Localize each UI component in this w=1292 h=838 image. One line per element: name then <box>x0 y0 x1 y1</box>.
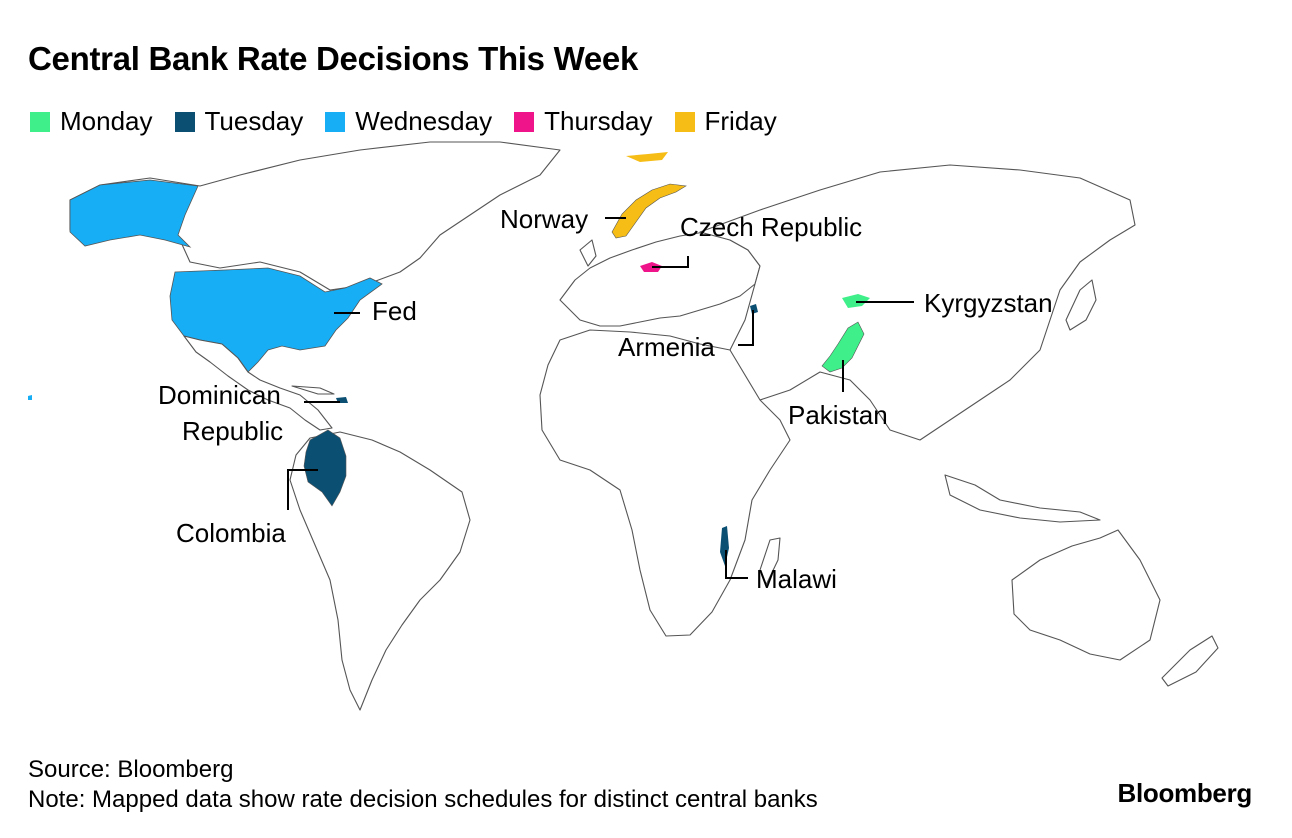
leader-czech <box>652 256 689 268</box>
label-dominican-line1: Dominican <box>158 380 281 410</box>
legend-item-wednesday: Wednesday <box>325 106 492 137</box>
legend-swatch-thursday <box>514 111 535 132</box>
legend-label-thursday: Thursday <box>544 106 653 136</box>
chart-title: Central Bank Rate Decisions This Week <box>28 40 639 77</box>
continents <box>28 141 1219 711</box>
country-labels: Norway Czech Republic Fed Kyrgyzstan Arm… <box>158 204 1053 594</box>
label-malawi: Malawi <box>756 564 837 594</box>
japan-land <box>1065 279 1097 331</box>
label-dominican-line2: Republic <box>182 416 283 446</box>
legend-item-friday: Friday <box>674 106 777 137</box>
africa-land <box>539 329 791 637</box>
source-text: Source: Bloomberg <box>28 756 234 783</box>
colombia-shape <box>303 429 347 507</box>
new-zealand-land <box>1161 635 1219 687</box>
leader-lines <box>287 217 914 579</box>
world-map: Norway Czech Republic Fed Kyrgyzstan Arm… <box>28 141 1219 711</box>
leader-malawi <box>725 550 748 579</box>
indonesia-land <box>944 474 1101 523</box>
label-czech-republic: Czech Republic <box>680 212 862 242</box>
legend: Monday Tuesday Wednesday Thursday Friday <box>30 106 799 137</box>
australia-land <box>1011 529 1161 661</box>
cuba-land <box>291 385 335 395</box>
legend-label-tuesday: Tuesday <box>204 106 304 136</box>
label-kyrgyzstan: Kyrgyzstan <box>924 288 1053 318</box>
label-fed: Fed <box>372 296 417 326</box>
norway-shape <box>611 183 687 239</box>
usa-alaska-shape <box>69 179 199 248</box>
czech-republic-shape <box>640 262 662 272</box>
uk-land <box>579 239 597 267</box>
legend-swatch-tuesday <box>174 111 195 132</box>
label-norway: Norway <box>500 204 588 234</box>
legend-item-thursday: Thursday <box>514 106 653 137</box>
asia-land <box>699 164 1136 441</box>
legend-item-tuesday: Tuesday <box>174 106 304 137</box>
svalbard-shape <box>626 152 668 162</box>
label-colombia: Colombia <box>176 518 286 548</box>
legend-swatch-monday <box>30 111 50 132</box>
leader-armenia <box>738 310 754 346</box>
legend-swatch-wednesday <box>325 111 346 132</box>
mexico-land <box>183 335 333 431</box>
legend-label-friday: Friday <box>704 106 777 136</box>
legend-item-monday: Monday <box>30 106 153 137</box>
hawaii-shape <box>28 395 32 400</box>
legend-label-monday: Monday <box>60 106 153 136</box>
leader-colombia <box>287 469 318 510</box>
note-text: Note: Mapped data show rate decision sch… <box>28 786 818 813</box>
label-pakistan: Pakistan <box>788 400 888 430</box>
legend-swatch-friday <box>674 111 695 132</box>
label-armenia: Armenia <box>618 332 715 362</box>
legend-label-wednesday: Wednesday <box>355 106 493 136</box>
south-america-land <box>289 431 471 711</box>
bloomberg-logo: Bloomberg <box>1117 778 1252 808</box>
madagascar-land <box>759 537 781 586</box>
